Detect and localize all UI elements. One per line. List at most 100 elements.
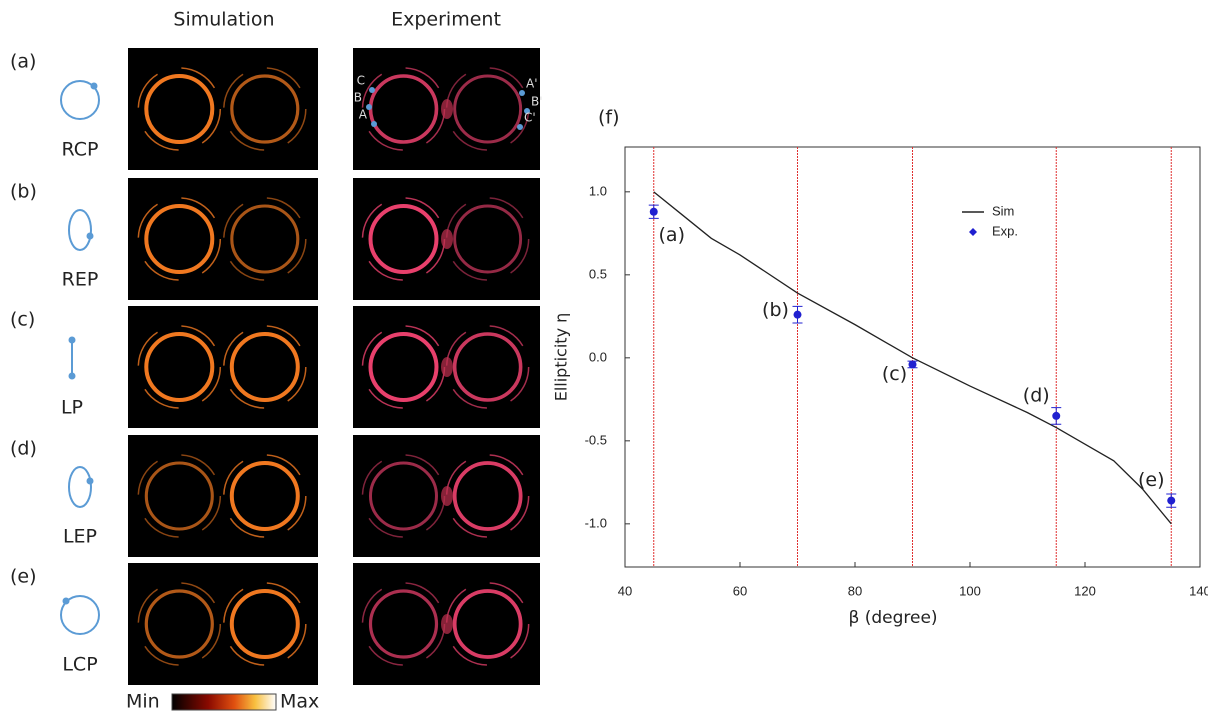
outer-ring bbox=[223, 325, 307, 409]
outer-ring bbox=[445, 582, 530, 666]
ring bbox=[368, 461, 438, 531]
ring bbox=[452, 332, 523, 402]
outer-ring bbox=[223, 454, 307, 538]
ring bbox=[453, 204, 523, 274]
ring bbox=[368, 589, 439, 659]
row-label: (b) bbox=[10, 181, 37, 203]
star bbox=[441, 486, 453, 506]
polarization-label: REP bbox=[62, 269, 99, 291]
outer-ring bbox=[137, 67, 222, 151]
ring bbox=[368, 204, 439, 274]
annotation: (a) bbox=[659, 224, 685, 246]
ring bbox=[144, 204, 215, 274]
x-tick-label: 140 bbox=[1189, 583, 1208, 598]
arrow-head bbox=[68, 336, 76, 344]
point-label: C' bbox=[524, 111, 536, 125]
colorbar-min: Min bbox=[126, 691, 160, 713]
sim-line bbox=[653, 191, 1172, 525]
legend-label: Exp. bbox=[992, 223, 1018, 238]
polarization-icon bbox=[68, 466, 92, 508]
x-tick-label: 80 bbox=[848, 583, 862, 598]
x-axis-label: β (degree) bbox=[848, 608, 937, 628]
ring bbox=[229, 461, 300, 531]
outer-ring bbox=[223, 582, 307, 666]
arrow-head bbox=[68, 372, 76, 380]
ring bbox=[230, 74, 300, 144]
exp-point bbox=[793, 310, 802, 319]
ring bbox=[229, 332, 300, 402]
ring bbox=[452, 461, 523, 531]
star bbox=[441, 99, 453, 119]
ring bbox=[452, 589, 523, 659]
legend-label: Sim bbox=[992, 203, 1014, 218]
panel-label: (f) bbox=[598, 107, 620, 129]
image-panel bbox=[128, 435, 318, 557]
y-tick-label: 0.0 bbox=[589, 349, 607, 364]
arrow-head bbox=[90, 82, 98, 90]
ring bbox=[144, 74, 215, 144]
image-panel bbox=[128, 178, 318, 300]
ring bbox=[144, 461, 214, 531]
ring bbox=[230, 204, 300, 274]
ring bbox=[144, 589, 214, 659]
row-label: (c) bbox=[10, 309, 35, 331]
legend-marker bbox=[969, 228, 977, 236]
row-label: (d) bbox=[10, 438, 37, 460]
marker-point bbox=[366, 104, 372, 110]
outer-ring bbox=[223, 197, 307, 281]
ring bbox=[368, 332, 439, 402]
annotation: (d) bbox=[1023, 384, 1050, 406]
x-tick-label: 120 bbox=[1074, 583, 1096, 598]
outer-ring bbox=[137, 325, 222, 409]
marker-point bbox=[369, 87, 375, 93]
outer-ring bbox=[445, 197, 530, 281]
y-axis-label: Ellipticity η bbox=[552, 313, 571, 402]
point-label: A bbox=[359, 108, 368, 122]
colorbar bbox=[171, 693, 277, 711]
star bbox=[441, 614, 453, 634]
outer-ring bbox=[223, 67, 307, 151]
arrow-head bbox=[62, 597, 70, 605]
marker-point bbox=[371, 121, 377, 127]
outer-ring bbox=[445, 325, 530, 409]
arrow-head bbox=[86, 477, 94, 485]
outer-ring bbox=[137, 454, 222, 538]
x-tick-label: 100 bbox=[959, 583, 981, 598]
exp-point bbox=[1052, 411, 1061, 420]
y-tick-label: -1.0 bbox=[585, 515, 607, 530]
annotation: (e) bbox=[1138, 469, 1165, 491]
star bbox=[441, 229, 453, 249]
y-tick-label: 1.0 bbox=[589, 183, 607, 198]
marker-point bbox=[524, 108, 530, 114]
outer-ring bbox=[137, 582, 222, 666]
exp-point bbox=[908, 360, 917, 369]
polarization-label: LCP bbox=[62, 654, 97, 676]
exp-point bbox=[649, 207, 658, 216]
column-header: Simulation bbox=[173, 9, 274, 31]
polarization-label: LEP bbox=[63, 526, 97, 548]
image-panel bbox=[128, 48, 318, 170]
arrow-head bbox=[86, 232, 94, 240]
outer-ring bbox=[137, 197, 222, 281]
ring bbox=[144, 332, 215, 402]
image-panel bbox=[128, 563, 318, 685]
polarization-icon bbox=[68, 209, 92, 251]
polarization-label: LP bbox=[61, 397, 83, 419]
column-header: Experiment bbox=[391, 9, 501, 31]
annotation: (c) bbox=[882, 363, 907, 385]
outer-ring bbox=[445, 454, 530, 538]
polarization-label: RCP bbox=[62, 139, 99, 161]
ring bbox=[229, 589, 300, 659]
row-label: (a) bbox=[10, 51, 36, 73]
annotation: (b) bbox=[762, 299, 789, 321]
point-label: B' bbox=[531, 95, 543, 109]
y-tick-label: -0.5 bbox=[585, 432, 607, 447]
colorbar-max: Max bbox=[280, 691, 319, 713]
point-label: C bbox=[357, 74, 365, 88]
marker-point bbox=[517, 124, 523, 130]
polarization-icon bbox=[60, 80, 100, 120]
polarization-icon bbox=[60, 595, 100, 635]
marker-point bbox=[519, 90, 525, 96]
point-label: B bbox=[354, 91, 362, 105]
